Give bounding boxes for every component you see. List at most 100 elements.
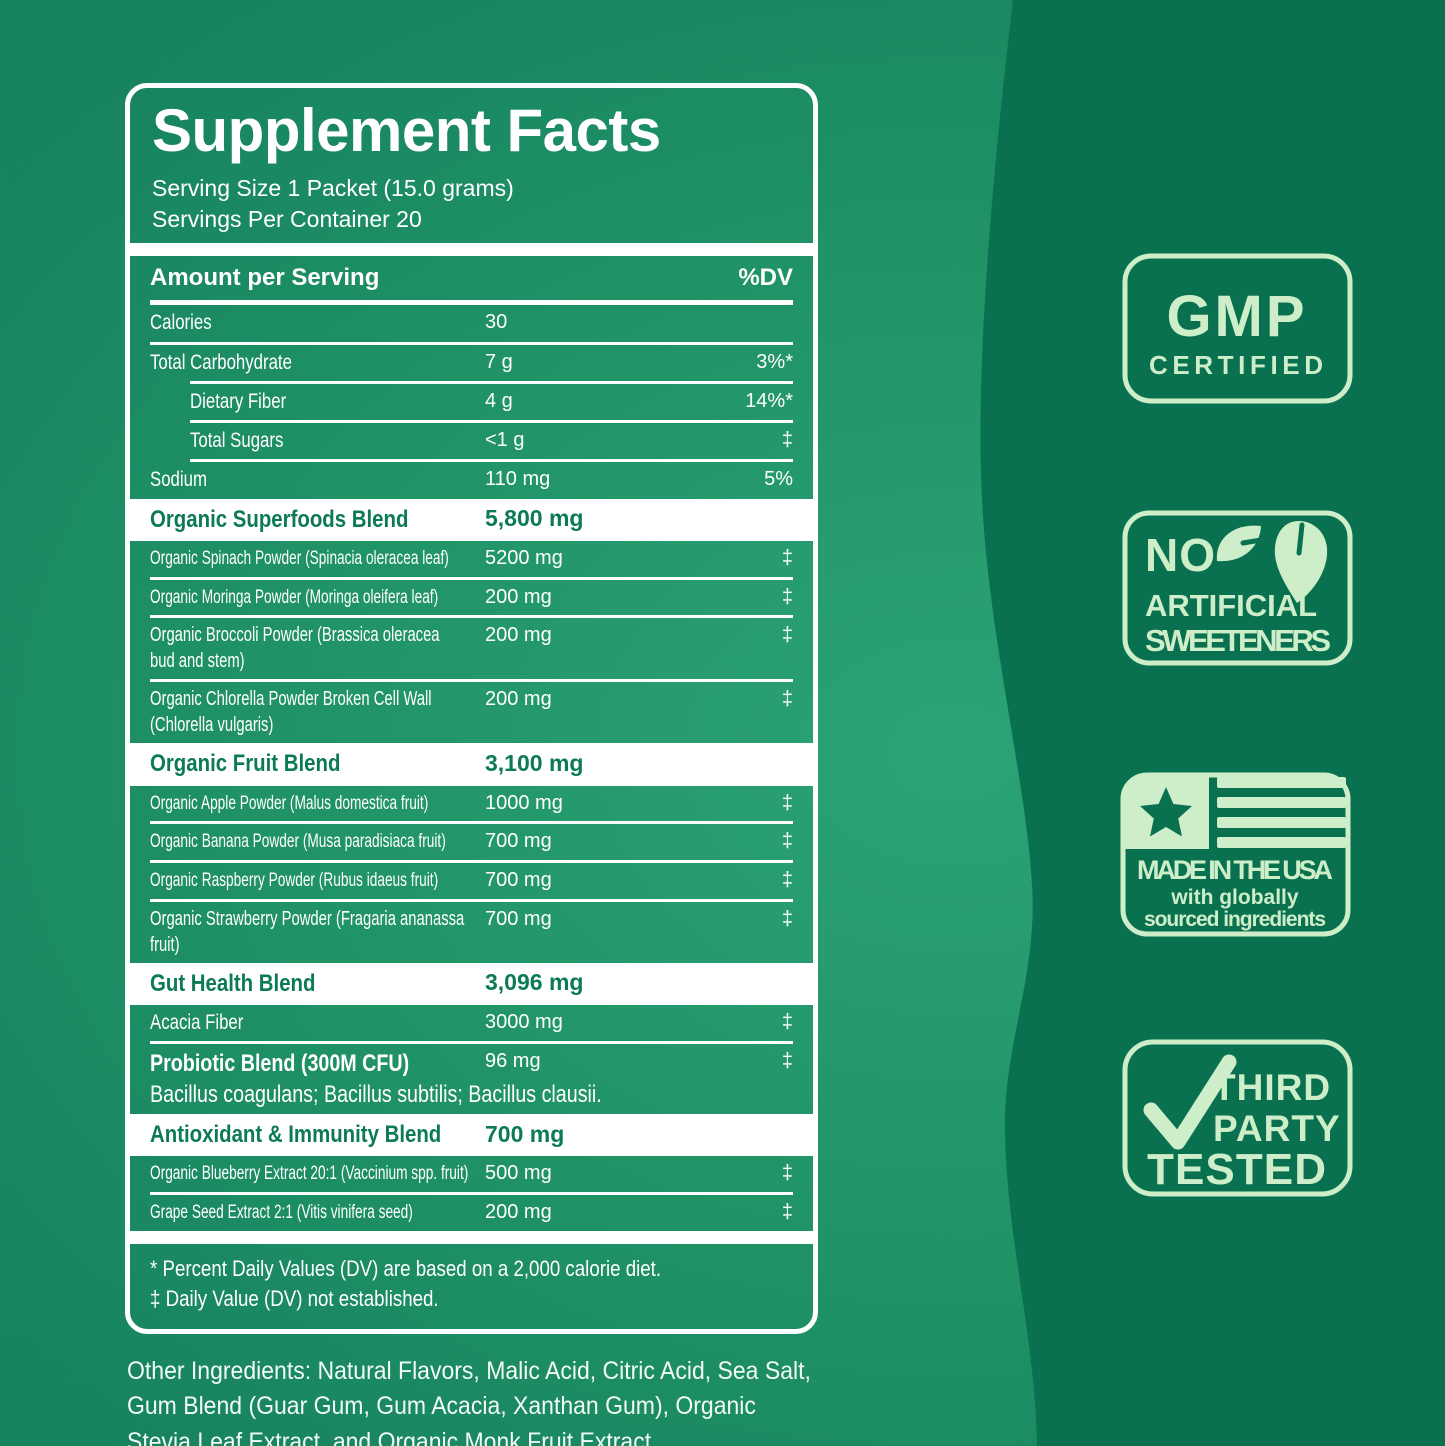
badge-made-in-usa: MADE IN THE USA with globally sourced in… <box>1119 771 1352 943</box>
table-row: Organic Spinach Powder (Spinacia olerace… <box>150 541 793 577</box>
facts-table: Calories 30 Total Carbohydrate 7 g 3%* D… <box>130 305 813 1231</box>
section-name: Antioxidant & Immunity Blend <box>150 1121 442 1149</box>
row-name: Dietary Fiber <box>190 389 287 413</box>
badge-border <box>1120 772 1351 937</box>
footnote: * Percent Daily Values (DV) are based on… <box>150 1255 662 1281</box>
row-dv: ‡ <box>781 907 793 930</box>
row-dv: ‡ <box>781 429 793 452</box>
row-dv: 14%* <box>745 389 793 412</box>
row-amount: 500 mg <box>485 1162 552 1185</box>
table-row: Total Sugars <1 g ‡ <box>150 423 793 459</box>
usa-title: MADE IN THE USA <box>1137 855 1333 885</box>
servings-per-container: Servings Per Container 20 <box>152 206 422 233</box>
section-name: Organic Superfoods Blend <box>150 505 409 533</box>
row-dv: ‡ <box>781 1201 793 1224</box>
section-header: Gut Health Blend 3,096 mg <box>130 962 813 1005</box>
badge-border <box>1122 510 1353 666</box>
usa-subtitle-1: with globally <box>1170 886 1298 909</box>
row-divider <box>150 821 793 825</box>
row-dv: ‡ <box>781 1010 793 1033</box>
row-name: Organic Strawberry Powder (Fragaria anan… <box>150 907 465 956</box>
table-row: Organic Blueberry Extract 20:1 (Vacciniu… <box>150 1156 793 1192</box>
footnote: ‡ Daily Value (DV) not established. <box>150 1286 439 1312</box>
badge-gmp-certified: GMP CERTIFIED <box>1121 252 1354 410</box>
table-row: Probiotic Blend (300M CFU) 96 mg ‡ Bacil… <box>150 1044 793 1114</box>
section-amount: 700 mg <box>485 1120 565 1147</box>
panel-header: Supplement Facts Serving Size 1 Packet (… <box>130 88 813 243</box>
row-name: Organic Chlorella Powder Broken Cell Wal… <box>150 688 432 737</box>
badge-border <box>1122 253 1353 404</box>
row-divider <box>150 859 793 863</box>
row-name: Calories <box>150 311 212 335</box>
row-name: Total Carbohydrate <box>150 350 292 374</box>
row-name: Organic Moringa Powder (Moringa oleifera… <box>150 586 439 608</box>
row-dv: ‡ <box>781 1050 793 1073</box>
other-ingredients: Other Ingredients: Natural Flavors, Mali… <box>127 1356 811 1446</box>
table-row: Organic Apple Powder (Malus domestica fr… <box>150 786 793 822</box>
row-divider <box>150 898 793 902</box>
row-amount: 3000 mg <box>485 1010 563 1033</box>
row-dv: ‡ <box>781 830 793 853</box>
row-dv: 5% <box>764 468 793 491</box>
table-row: Organic Broccoli Powder (Brassica olerac… <box>150 618 793 679</box>
row-amount: 96 mg <box>485 1050 541 1073</box>
divider-band <box>130 243 813 257</box>
table-row: Dietary Fiber 4 g 14%* <box>150 384 793 420</box>
row-divider <box>190 420 793 424</box>
supplement-facts-panel: Supplement Facts Serving Size 1 Packet (… <box>125 83 818 1334</box>
party-label: PARTY <box>1213 1108 1341 1149</box>
row-name: Organic Spinach Powder (Spinacia olerace… <box>150 547 449 569</box>
table-row: Calories 30 <box>150 305 793 341</box>
table-row: Acacia Fiber 3000 mg ‡ <box>150 1005 793 1041</box>
check-icon <box>1143 1054 1237 1150</box>
row-amount: 5200 mg <box>485 546 563 569</box>
row-amount: 200 mg <box>485 688 552 711</box>
dv-header-label: %DV <box>738 264 793 292</box>
row-dv: ‡ <box>781 868 793 891</box>
row-dv: ‡ <box>781 624 793 647</box>
table-row: Organic Raspberry Powder (Rubus idaeus f… <box>150 863 793 899</box>
row-name: Organic Broccoli Powder (Brassica olerac… <box>150 624 440 673</box>
tested-label: TESTED <box>1147 1145 1329 1194</box>
row-dv: ‡ <box>781 791 793 814</box>
flag-stripes <box>1217 777 1346 848</box>
row-dv: ‡ <box>781 585 793 608</box>
row-amount: 200 mg <box>485 585 552 608</box>
footnotes: * Percent Daily Values (DV) are based on… <box>130 1244 813 1329</box>
row-divider <box>150 615 793 619</box>
row-name: Total Sugars <box>190 429 284 453</box>
no-label: NO <box>1145 529 1216 581</box>
table-row: Organic Strawberry Powder (Fragaria anan… <box>150 902 793 963</box>
section-name: Gut Health Blend <box>150 969 316 997</box>
divider-band <box>130 1230 813 1244</box>
section-name: Organic Fruit Blend <box>150 750 341 778</box>
badge-no-artificial-sweeteners: NO ARTIFICIAL SWEETENERS <box>1121 509 1354 672</box>
row-divider <box>150 576 793 580</box>
row-amount: <1 g <box>485 429 525 452</box>
badge-third-party-tested: THIRD PARTY TESTED <box>1121 1038 1354 1203</box>
section-header: Organic Fruit Blend 3,100 mg <box>130 743 813 786</box>
row-amount: 200 mg <box>485 1201 552 1224</box>
row-name: Probiotic Blend (300M CFU) <box>150 1050 410 1078</box>
section-amount: 3,096 mg <box>485 969 584 996</box>
section-amount: 5,800 mg <box>485 505 584 532</box>
row-name: Organic Raspberry Powder (Rubus idaeus f… <box>150 869 439 891</box>
sweeteners-label: SWEETENERS <box>1145 623 1331 658</box>
label-left-column: Supplement Facts Serving Size 1 Packet (… <box>125 83 818 1446</box>
row-amount: 200 mg <box>485 624 552 647</box>
row-dv: ‡ <box>781 1162 793 1185</box>
row-divider <box>150 679 793 683</box>
leaf-icon <box>1216 521 1328 603</box>
gmp-label: GMP <box>1166 284 1307 349</box>
row-divider <box>150 341 793 345</box>
row-divider <box>190 380 793 384</box>
row-amount: 7 g <box>485 350 513 373</box>
wave-divider <box>980 0 1445 1446</box>
row-name: Grape Seed Extract 2:1 (Vitis vinifera s… <box>150 1202 413 1224</box>
row-divider <box>150 1041 793 1045</box>
row-divider <box>150 1192 793 1196</box>
table-row: Sodium 110 mg 5% <box>150 462 793 498</box>
row-divider <box>190 459 793 463</box>
row-name: Sodium <box>150 468 207 492</box>
row-amount: 30 <box>485 311 508 334</box>
